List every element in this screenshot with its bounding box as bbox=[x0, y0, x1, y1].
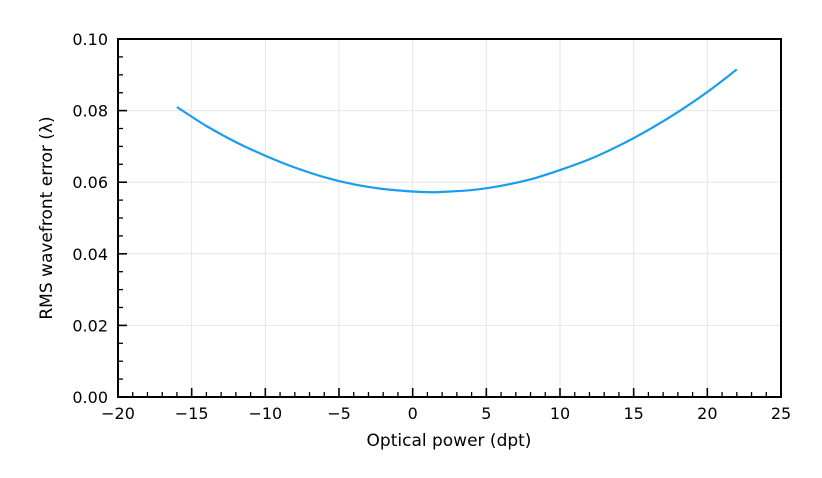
y-tick-label: 0.02 bbox=[72, 316, 108, 335]
x-tick-label: 10 bbox=[550, 404, 570, 423]
x-tick-label: −15 bbox=[175, 404, 209, 423]
x-tick-label: 25 bbox=[771, 404, 791, 423]
y-tick-label: 0.06 bbox=[72, 173, 108, 192]
y-tick-label: 0.10 bbox=[72, 30, 108, 49]
y-axis-label: RMS wavefront error (λ) bbox=[37, 116, 57, 319]
x-tick-label: 5 bbox=[481, 404, 491, 423]
plot-frame bbox=[117, 38, 782, 398]
series-line bbox=[176, 68, 738, 194]
y-tick-label: 0.04 bbox=[72, 245, 108, 264]
x-axis-label: Optical power (dpt) bbox=[367, 431, 532, 451]
x-tick-label: 15 bbox=[623, 404, 643, 423]
ticks bbox=[117, 38, 782, 398]
x-tick-label: 20 bbox=[697, 404, 717, 423]
x-tick-label: 0 bbox=[408, 404, 418, 423]
grid bbox=[117, 38, 782, 398]
x-tick-label: −10 bbox=[248, 404, 282, 423]
tick-labels: −20 −15 −10 −5 0 5 10 15 20 25 0.00 0.02 0.04 0.06 0.0… bbox=[72, 30, 791, 423]
y-tick-label: 0.08 bbox=[72, 102, 108, 121]
y-tick-label: 0.00 bbox=[72, 388, 108, 407]
x-tick-label: −5 bbox=[327, 404, 351, 423]
x-tick-label: −20 bbox=[101, 404, 135, 423]
